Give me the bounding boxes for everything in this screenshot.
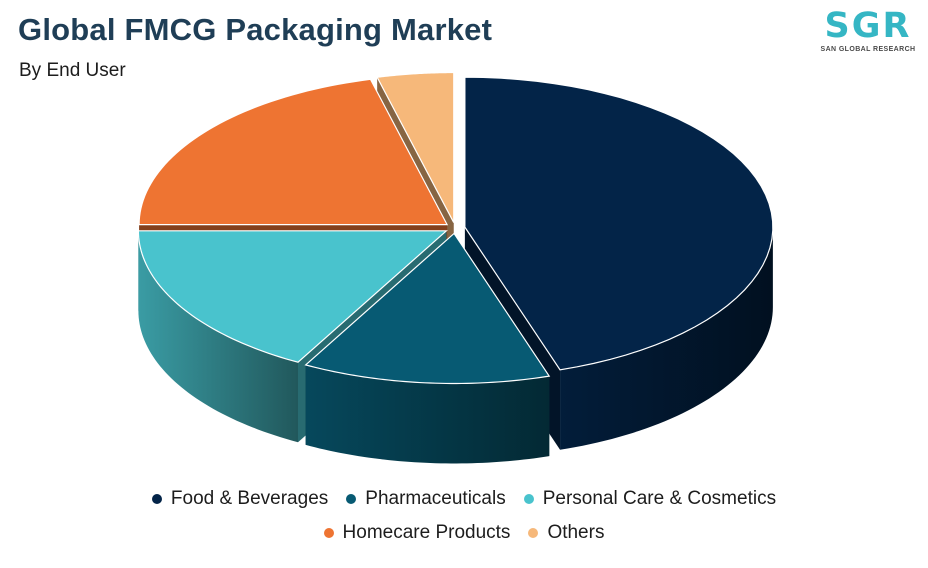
logo-mark: SGR [824,6,912,46]
pie-slice-top: Personal Care & Cosmetics [137,230,448,363]
legend-dot [346,494,357,504]
pie-slice: Pharmaceuticals [304,232,551,464]
legend-item: Homecare Products [323,522,511,544]
legend-row-1: Food & Beverages Pharmaceuticals Persona… [0,488,928,510]
legend-label: Homecare Products [342,522,511,543]
pie-slice-rim [305,364,550,464]
pie-chart: OthersHomecare ProductsFood & BeveragesP… [137,71,774,464]
legend-label: Personal Care & Cosmetics [542,488,777,509]
legend-dot [528,528,539,538]
pie-slice-top: Food & Beverages [464,76,774,371]
chart-title: Global FMCG Packaging Market [18,12,493,47]
legend-item: Food & Beverages [151,488,329,510]
legend-dot [323,528,334,538]
pie-slice-rim [560,227,773,450]
pie-slice-rim [138,230,299,443]
pie-slice-top: Pharmaceuticals [304,232,551,385]
sgr-logo: SGR SAN GLOBAL RESEARCH [818,6,918,60]
legend-item: Pharmaceuticals [346,488,506,510]
pie-slice-top: Others [376,71,455,223]
legend-label: Food & Beverages [170,488,329,509]
legend-row-2: Homecare Products Others [0,522,928,544]
logo-text: SAN GLOBAL RESEARCH [820,46,916,53]
legend-label: Others [547,522,605,543]
legend-label: Pharmaceuticals [365,488,506,509]
legend-dot [523,494,534,504]
legend-item: Personal Care & Cosmetics [523,488,777,510]
chart-subtitle: By End User [19,60,126,81]
legend-item: Others [528,522,604,544]
legend-dot [151,494,162,504]
pie-slice-top: Homecare Products [138,78,449,226]
